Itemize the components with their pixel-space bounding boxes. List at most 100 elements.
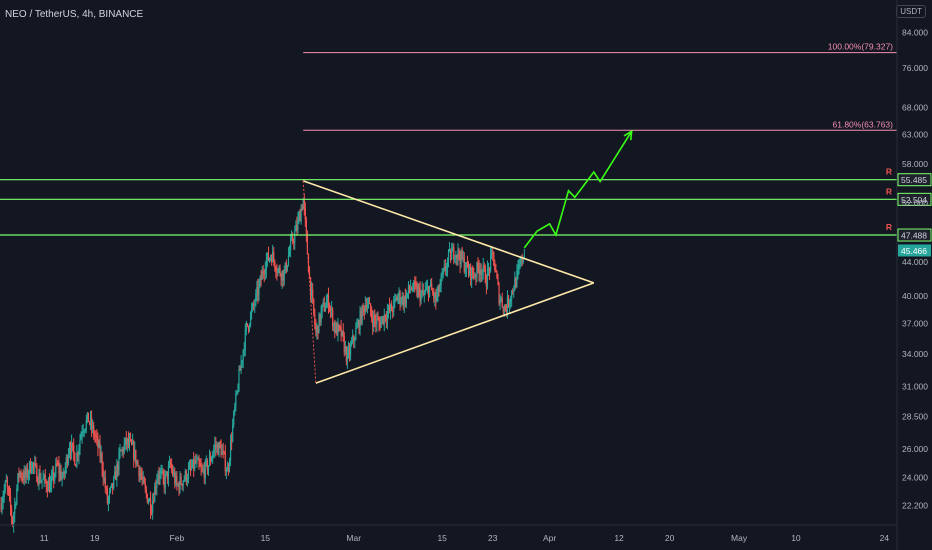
candle-body [335,323,337,333]
candle-body [211,458,213,462]
candle-body [79,439,81,449]
candle-body [325,302,327,309]
candle-body [448,249,451,251]
x-tick-label: 15 [261,533,271,543]
candle-body [299,213,301,222]
candle-body [401,296,403,303]
candle-body [487,268,490,270]
candle-body [157,474,159,482]
candle-body [471,268,473,281]
candle-body [295,225,297,232]
candle-body [114,471,116,478]
candle-body [67,454,70,464]
candle-body [166,471,168,479]
y-tick-label: 31.000 [902,382,928,392]
candle-body [276,272,278,274]
candle-body [32,463,34,470]
x-tick-label: May [731,533,748,543]
candle-body [76,453,78,467]
x-tick-label: 20 [665,533,675,543]
candle-body [376,318,378,325]
candle-body [228,460,231,469]
candle-body [46,487,48,492]
candle-body [421,290,423,293]
candle-body [231,440,233,442]
candle-body [40,480,42,483]
candle-body [147,501,150,503]
candle-body [362,305,364,308]
candle-body [165,471,167,475]
candle-body [237,390,239,392]
candle-body [523,255,525,258]
candle-body [15,503,17,505]
candle-body [367,303,370,306]
candle-body [119,450,121,453]
candle-body [132,441,134,445]
candle-body [315,324,317,332]
candle-body [106,488,108,504]
candle-body [57,463,59,465]
candle-body [98,442,100,448]
candle-body [516,270,518,287]
candle-body [219,442,221,446]
candle-body [260,276,262,280]
candle-body [93,425,95,436]
candle-body [306,233,309,255]
candle-body [194,460,196,470]
candle-body [337,324,339,336]
x-tick-label: Feb [170,533,185,543]
candle-body [322,302,324,305]
candle-body [308,272,311,278]
candle-body [473,274,475,278]
candle-body [426,287,429,289]
candle-body [149,498,152,512]
candle-body [507,296,510,306]
candle-body [343,336,345,353]
x-tick-label: 19 [90,533,100,543]
candle-body [33,463,35,466]
candle-body [109,486,112,491]
candle-body [29,461,32,473]
candle-body [80,434,82,440]
candle-body [520,256,522,265]
candle-body [14,504,16,515]
candle-body [368,303,371,305]
candle-body [369,303,372,313]
candle-body [238,369,240,391]
candle-body [384,314,386,319]
candle-body [359,311,361,330]
candle-body [253,303,255,306]
resistance-price-badge: 47.488 [897,228,932,242]
candle-body [252,303,254,310]
candle-body [245,323,247,330]
candle-body [158,474,160,478]
candle-body [497,277,499,285]
candle-body [346,352,349,362]
y-tick-label: 34.000 [902,349,928,359]
candle-body [474,275,476,278]
candle-body [305,220,307,234]
candle-body [414,281,416,285]
candle-body [45,481,47,488]
candle-body [187,468,190,479]
candle-body [443,266,445,270]
candle-body [293,241,295,243]
candle-body [22,477,24,480]
candle-body [264,270,266,274]
candle-body [212,454,214,459]
candle-body [151,511,153,513]
candle-body [36,465,38,482]
candle-body [419,288,421,301]
candle-body [380,320,382,328]
candle-body [171,464,173,469]
candle-body [267,252,270,261]
candle-body [344,346,346,353]
candle-body [365,304,367,308]
candle-body [95,435,97,437]
candle-body [512,290,514,292]
candle-body [4,482,6,491]
candle-body [233,411,235,425]
candle-body [120,450,122,452]
candle-body [291,236,293,240]
